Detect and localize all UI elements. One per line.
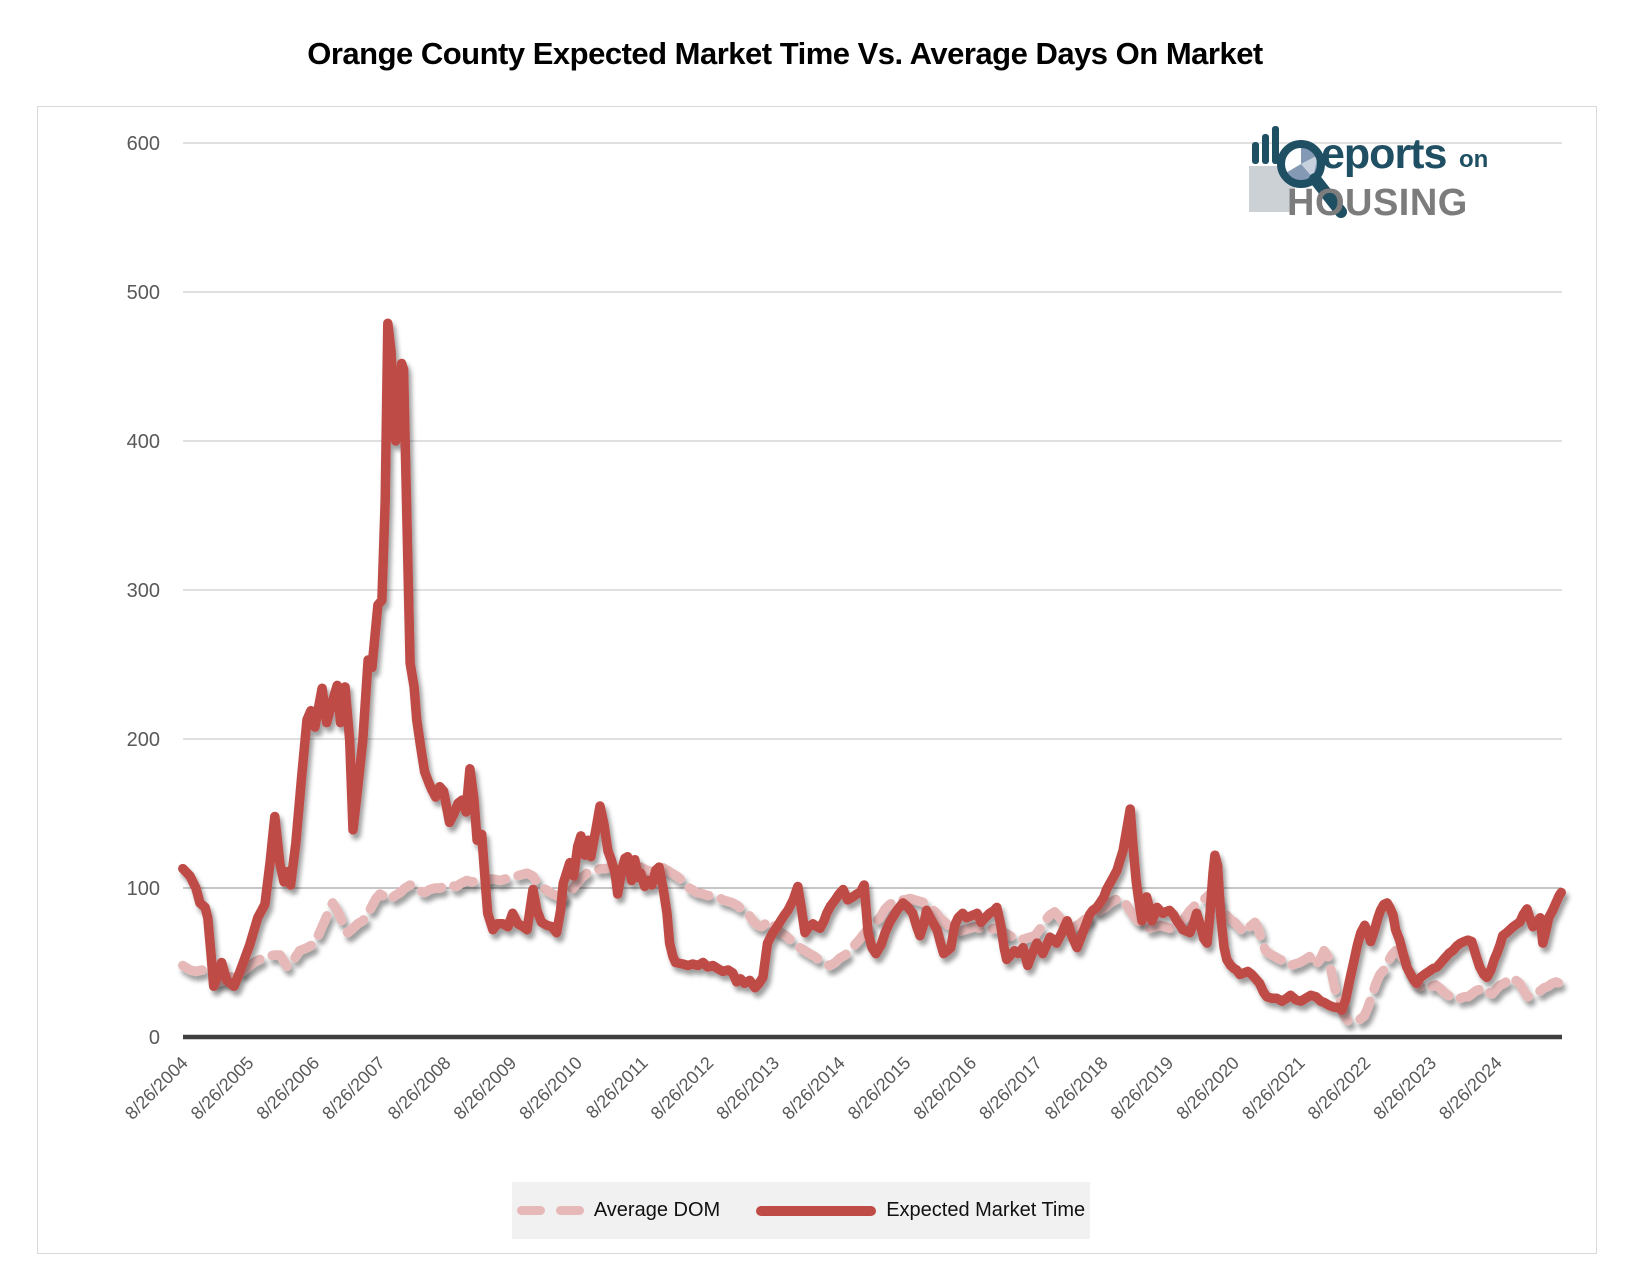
x-axis-label-14: 8/26/2018 [1041,1053,1112,1124]
logo-text-housing: HOUSING [1287,182,1468,224]
logo-text-on: on [1459,146,1489,173]
x-axis-label-17: 8/26/2021 [1238,1053,1309,1124]
y-axis-label-500: 500 [127,282,160,304]
expected-market-time-line [178,318,1566,1015]
y-axis-label-100: 100 [127,878,160,900]
average-dom-line [178,860,1565,1027]
x-axis-label-11: 8/26/2015 [844,1053,915,1124]
x-axis-label-16: 8/26/2020 [1172,1053,1243,1124]
logo-text-reports: eports [1321,130,1447,178]
x-axis-label-2: 8/26/2006 [252,1053,323,1124]
x-axis-label-13: 8/26/2017 [975,1053,1046,1124]
x-axis-label-3: 8/26/2007 [318,1053,389,1124]
x-axis-label-8: 8/26/2012 [647,1053,718,1124]
x-axis-label-15: 8/26/2019 [1107,1053,1178,1124]
expected-market-time-line-sample [756,1205,877,1216]
average-dom-line-sample [516,1206,584,1215]
x-axis-label-1: 8/26/2005 [187,1053,258,1124]
x-axis-label-5: 8/26/2009 [450,1053,521,1124]
legend-label-average-dom: Average DOM [593,1199,721,1221]
legend-label-expected-market-time: Expected Market Time [886,1199,1086,1221]
y-axis-label-0: 0 [149,1027,160,1049]
chart-title: Orange County Expected Market Time Vs. A… [307,36,1263,71]
x-axis-label-12: 8/26/2016 [909,1053,980,1124]
x-axis-label-0: 8/26/2004 [121,1053,192,1124]
y-axis-label-600: 600 [127,133,160,155]
y-axis-label-200: 200 [127,729,160,751]
x-axis-label-6: 8/26/2010 [515,1053,586,1124]
chart-plot-area [37,106,1597,1254]
reports-on-housing-logo: eports on HOUSING [1243,122,1499,226]
x-axis-label-7: 8/26/2011 [582,1053,652,1123]
x-axis-label-9: 8/26/2013 [712,1053,783,1124]
y-axis-label-300: 300 [127,580,160,602]
x-axis-label-10: 8/26/2014 [778,1053,849,1124]
logo-magnifier-icon [1249,126,1347,218]
x-axis-label-20: 8/26/2024 [1435,1053,1506,1124]
x-axis-label-4: 8/26/2008 [384,1053,455,1124]
x-axis-label-18: 8/26/2022 [1304,1053,1375,1124]
x-axis-label-19: 8/26/2023 [1369,1053,1440,1124]
chart-legend: Average DOM Expected Market Time [512,1182,1090,1239]
y-axis-label-400: 400 [127,431,160,453]
